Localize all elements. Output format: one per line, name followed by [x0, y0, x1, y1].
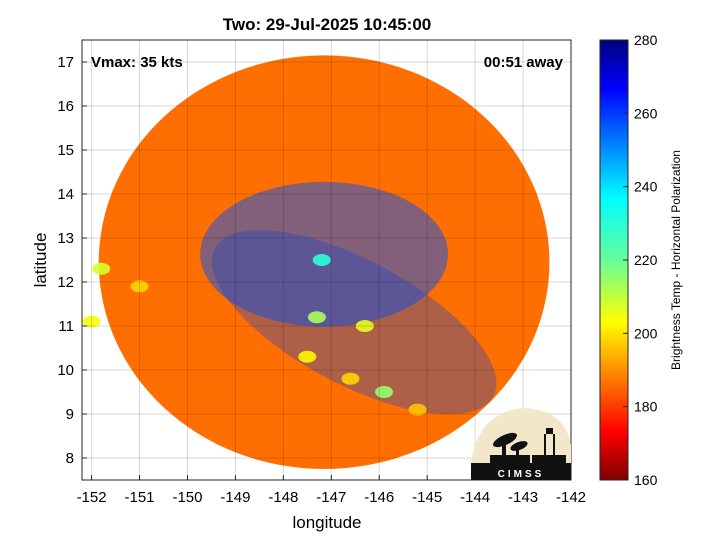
x-axis-label: longitude	[292, 513, 361, 532]
feature-mark	[312, 254, 331, 266]
colorbar-ticks: 160 180 200 220 240 260 280	[623, 32, 658, 488]
x-tick-label: -152	[77, 489, 107, 506]
colorbar-tick-label: 200	[634, 325, 658, 341]
y-tick-label: 13	[57, 230, 74, 247]
feature-mark	[408, 403, 427, 416]
cimss-logo: CIMSS	[471, 408, 571, 480]
vmax-annotation: Vmax: 35 kts	[91, 54, 183, 71]
x-axis-ticks: -152 -151 -150 -149 -148 -147 -146 -145 -144 -143…	[77, 475, 586, 506]
feature-mark	[298, 350, 317, 363]
y-tick-label: 12	[57, 274, 74, 291]
logo-text: CIMSS	[498, 469, 545, 480]
feature-mark	[341, 372, 360, 385]
x-tick-label: -147	[316, 489, 346, 506]
y-tick-label: 14	[57, 186, 74, 203]
time-away-annotation: 00:51 away	[484, 54, 564, 71]
feature-mark	[307, 311, 326, 324]
x-tick-label: -151	[125, 489, 155, 506]
y-tick-label: 8	[66, 450, 74, 467]
swath-shading	[200, 181, 449, 327]
colorbar-tick-label: 280	[634, 32, 658, 48]
x-tick-label: -148	[268, 489, 298, 506]
plot-area: -152 -151 -150 -149 -148 -147 -146 -145 -144 -143…	[57, 39, 586, 506]
x-tick-label: -145	[412, 489, 442, 506]
x-tick-label: -143	[508, 489, 538, 506]
x-tick-label: -144	[460, 489, 490, 506]
x-tick-label: -146	[364, 489, 394, 506]
feature-mark	[355, 320, 374, 332]
y-axis-ticks: 8 9 10 11 12 13 14 15 16 17	[57, 54, 87, 467]
feature-mark	[82, 315, 101, 328]
colorbar-tick-label: 180	[634, 399, 658, 415]
colorbar: 160 180 200 220 240 260 280 Brightness Temp - …	[599, 32, 683, 488]
feature-mark	[92, 262, 111, 275]
feature-mark	[130, 280, 149, 293]
chart-title: Two: 29-Jul-2025 10:45:00	[223, 15, 432, 34]
y-tick-label: 11	[58, 318, 74, 335]
y-axis-label: latitude	[31, 233, 50, 288]
x-tick-label: -142	[556, 489, 586, 506]
y-tick-label: 17	[57, 54, 74, 71]
colorbar-tick-label: 220	[634, 252, 658, 268]
colorbar-tick-label: 260	[634, 105, 658, 121]
y-tick-label: 9	[66, 406, 74, 423]
swath-shading	[211, 230, 497, 415]
feature-mark	[375, 386, 394, 398]
x-tick-label: -150	[172, 489, 202, 506]
colorbar-tick-label: 240	[634, 179, 658, 195]
y-tick-label: 10	[57, 362, 74, 379]
y-tick-label: 15	[57, 142, 74, 159]
swath-layer	[82, 55, 550, 469]
y-tick-label: 16	[57, 98, 74, 115]
x-tick-label: -149	[220, 489, 250, 506]
colorbar-tick-label: 160	[634, 472, 658, 488]
colorbar-label: Brightness Temp - Horizontal Polarizatio…	[669, 150, 683, 370]
grid-lines	[82, 40, 572, 480]
